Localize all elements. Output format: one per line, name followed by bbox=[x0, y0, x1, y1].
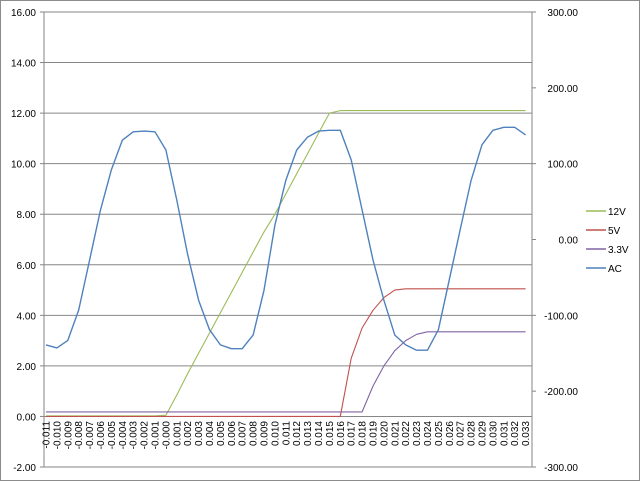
right-tick-label: 300.00 bbox=[547, 8, 578, 19]
x-tick-label: 0.022 bbox=[401, 421, 412, 446]
left-tick-label: 8.00 bbox=[17, 210, 37, 221]
left-axis-labels: -2.00 0.00 2.00 4.00 6.00 8.00 10.00 12.00 14.00… bbox=[11, 8, 36, 474]
x-tick-label: -0.005 bbox=[107, 421, 118, 450]
legend-label: 5V bbox=[608, 226, 621, 237]
left-tick-label: 0.00 bbox=[17, 412, 37, 423]
series-lines bbox=[45, 110, 527, 417]
left-tick-label: 4.00 bbox=[17, 311, 37, 322]
legend-label: 3.3V bbox=[608, 245, 629, 256]
right-tick-label: 0.00 bbox=[559, 236, 579, 247]
x-tick-label: -0.010 bbox=[52, 421, 63, 450]
right-axis-labels: -300.00 -200.00 -100.00 0.00 100.00 200.00 300… bbox=[544, 8, 578, 474]
x-axis-labels: -0.011 -0.010 -0.009 -0.008 -0.007 -0.006 -0.0… bbox=[42, 421, 533, 450]
legend: 12V 5V 3.3V AC bbox=[586, 207, 629, 275]
left-tick-label: 2.00 bbox=[17, 362, 37, 373]
left-tick-label: 14.00 bbox=[11, 59, 36, 70]
right-tick-label: -100.00 bbox=[544, 311, 578, 322]
x-tick-label: 0.027 bbox=[456, 421, 467, 446]
x-tick-label: -0.000 bbox=[161, 421, 172, 450]
x-tick-label: 0.023 bbox=[412, 421, 423, 446]
x-tick-label: -0.004 bbox=[118, 421, 129, 450]
x-tick-label: 0.030 bbox=[488, 421, 499, 446]
x-tick-label: 0.010 bbox=[270, 421, 281, 446]
x-tick-label: 0.008 bbox=[249, 421, 260, 446]
x-tick-label: 0.020 bbox=[379, 421, 390, 446]
axes bbox=[40, 11, 536, 468]
right-tick-label: -300.00 bbox=[544, 463, 578, 474]
x-tick-label: 0.006 bbox=[227, 421, 238, 446]
x-tick-label: 0.024 bbox=[423, 421, 434, 446]
x-tick-label: 0.005 bbox=[216, 421, 227, 446]
left-tick-label: 16.00 bbox=[11, 8, 36, 19]
series-line-5v bbox=[46, 288, 526, 417]
x-tick-label: -0.003 bbox=[129, 421, 140, 450]
series-line-ac bbox=[45, 126, 527, 351]
x-tick-label: 0.029 bbox=[478, 421, 489, 446]
x-tick-label: 0.031 bbox=[499, 421, 510, 446]
x-tick-label: 0.011 bbox=[281, 421, 292, 446]
x-tick-label: -0.002 bbox=[140, 421, 151, 450]
x-tick-label: 0.032 bbox=[510, 421, 521, 446]
x-tick-label: 0.001 bbox=[172, 421, 183, 446]
x-tick-label: 0.017 bbox=[347, 421, 358, 446]
x-tick-label: 0.012 bbox=[292, 421, 303, 446]
x-tick-label: -0.007 bbox=[85, 421, 96, 450]
x-tick-label: -0.011 bbox=[42, 421, 53, 449]
x-tick-label: 0.019 bbox=[369, 421, 380, 446]
left-tick-label: 12.00 bbox=[11, 109, 36, 120]
x-tick-label: -0.009 bbox=[63, 421, 74, 450]
x-tick-label: 0.007 bbox=[238, 421, 249, 446]
right-tick-label: 200.00 bbox=[547, 84, 578, 95]
x-tick-label: 0.004 bbox=[205, 421, 216, 446]
legend-label: AC bbox=[608, 264, 622, 275]
x-tick-label: 0.021 bbox=[390, 421, 401, 446]
right-tick-label: 100.00 bbox=[547, 160, 578, 171]
x-tick-label: 0.025 bbox=[434, 421, 445, 446]
x-tick-label: -0.006 bbox=[96, 421, 107, 450]
x-tick-label: 0.014 bbox=[314, 421, 325, 446]
left-tick-label: 6.00 bbox=[17, 261, 37, 272]
x-tick-label: 0.002 bbox=[183, 421, 194, 446]
legend-label: 12V bbox=[608, 207, 626, 218]
series-line-12v bbox=[46, 110, 526, 417]
right-tick-label: -200.00 bbox=[544, 387, 578, 398]
left-tick-label: 10.00 bbox=[11, 160, 36, 171]
x-tick-label: -0.008 bbox=[74, 421, 85, 450]
x-tick-label: 0.033 bbox=[521, 421, 532, 446]
x-tick-label: 0.028 bbox=[467, 421, 478, 446]
left-tick-label: -2.00 bbox=[13, 463, 36, 474]
x-tick-label: 0.018 bbox=[358, 421, 369, 446]
x-tick-label: 0.009 bbox=[260, 421, 271, 446]
x-tick-label: 0.015 bbox=[325, 421, 336, 446]
x-tick-label: 0.003 bbox=[194, 421, 205, 446]
x-tick-label: 0.026 bbox=[445, 421, 456, 446]
gridlines bbox=[44, 11, 532, 417]
x-tick-label: 0.013 bbox=[303, 421, 314, 446]
series-line-33v bbox=[46, 331, 526, 413]
x-tick-label: -0.001 bbox=[151, 421, 162, 450]
x-tick-label: 0.016 bbox=[336, 421, 347, 446]
